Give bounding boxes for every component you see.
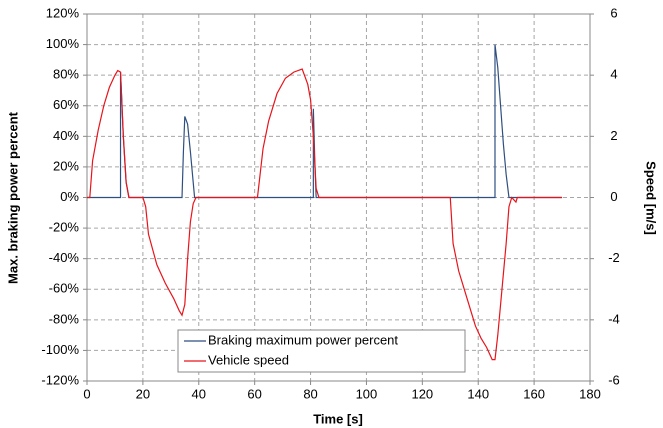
x-tick-label: 60 — [247, 386, 261, 401]
x-tick-label: 180 — [579, 386, 601, 401]
y-tick-label: 60% — [53, 97, 79, 112]
x-axis-title: Time [s] — [313, 411, 363, 426]
y-tick-label: 100% — [46, 36, 80, 51]
y-tick-label: 0% — [60, 189, 79, 204]
y-axis-title: Max. braking power percent — [5, 111, 20, 284]
y2-tick-label: 2 — [610, 128, 617, 143]
y-tick-label: 80% — [53, 67, 79, 82]
y2-tick-label: -2 — [608, 250, 620, 265]
y2-tick-label: 0 — [610, 189, 617, 204]
legend — [177, 329, 466, 373]
x-tick-label: 120 — [411, 386, 433, 401]
x-tick-label: 100 — [356, 386, 378, 401]
legend-label: Braking maximum power percent — [208, 332, 398, 347]
legend-label: Vehicle speed — [208, 352, 289, 367]
x-tick-label: 20 — [136, 386, 150, 401]
y-tick-label: -80% — [49, 311, 80, 326]
x-tick-label: 40 — [192, 386, 206, 401]
x-tick-label: 140 — [467, 386, 489, 401]
y-tick-label: -60% — [49, 281, 80, 296]
y-tick-label: -40% — [49, 250, 80, 265]
y-tick-label: -20% — [49, 220, 80, 235]
y-tick-label: -100% — [41, 342, 79, 357]
x-tick-label: 80 — [303, 386, 317, 401]
series-line — [87, 44, 563, 199]
x-tick-label: 160 — [523, 386, 545, 401]
y2-axis-title: Speed [m/s] — [644, 161, 659, 235]
y-tick-label: 40% — [53, 128, 79, 143]
y2-tick-label: -6 — [608, 372, 620, 387]
y2-tick-label: 6 — [610, 5, 617, 20]
y2-tick-label: 4 — [610, 67, 617, 82]
x-tick-label: 0 — [83, 386, 90, 401]
y-tick-label: -120% — [41, 372, 79, 387]
y-tick-label: 120% — [46, 5, 80, 20]
y2-tick-label: -4 — [608, 311, 620, 326]
series-line — [87, 68, 563, 361]
y-tick-label: 20% — [53, 158, 79, 173]
